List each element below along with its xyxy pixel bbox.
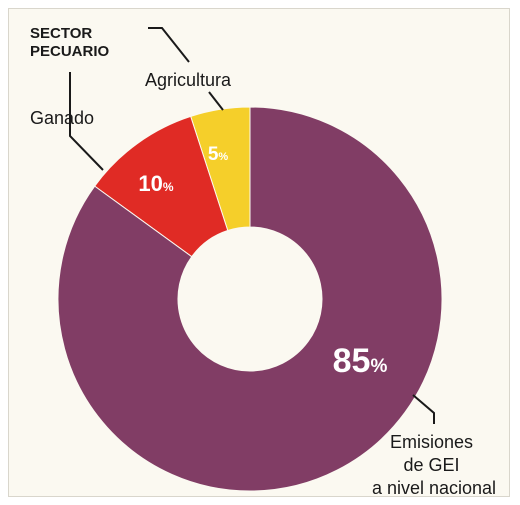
sector-pecuario-line2: PECUARIO <box>30 43 110 60</box>
gei-label-line2: de GEI <box>403 455 459 475</box>
agricultura-percent-label: 5% <box>208 144 229 165</box>
ganado-percent-sign: % <box>163 180 174 194</box>
agricultura-label: Agricultura <box>145 70 232 90</box>
sector-pecuario-leader <box>148 27 190 63</box>
gei-leader <box>412 394 435 424</box>
agricultura-percent-sign: % <box>218 151 228 163</box>
ganado-leader <box>69 72 104 171</box>
ganado-label: Ganado <box>30 108 94 128</box>
agricultura-percent-value: 5 <box>208 144 219 165</box>
gei-label-line3: a nivel nacional <box>372 478 496 498</box>
ganado-percent-label: 10% <box>138 171 173 196</box>
slice-ganado <box>93 115 229 258</box>
gei-percent-value: 85 <box>333 342 371 380</box>
gei-percent-label: 85% <box>333 342 388 380</box>
agricultura-leader <box>208 91 224 111</box>
gei-label-line1: Emisiones <box>390 432 473 452</box>
slice-emisiones-gei <box>57 106 443 492</box>
ganado-percent-value: 10 <box>138 171 162 196</box>
gei-percent-sign: % <box>370 356 387 377</box>
sector-pecuario-line1: SECTOR <box>30 25 92 42</box>
sector-pecuario-label: SECTOR PECUARIO <box>30 25 110 60</box>
gei-label: Emisiones de GEI a nivel nacional <box>372 432 496 498</box>
